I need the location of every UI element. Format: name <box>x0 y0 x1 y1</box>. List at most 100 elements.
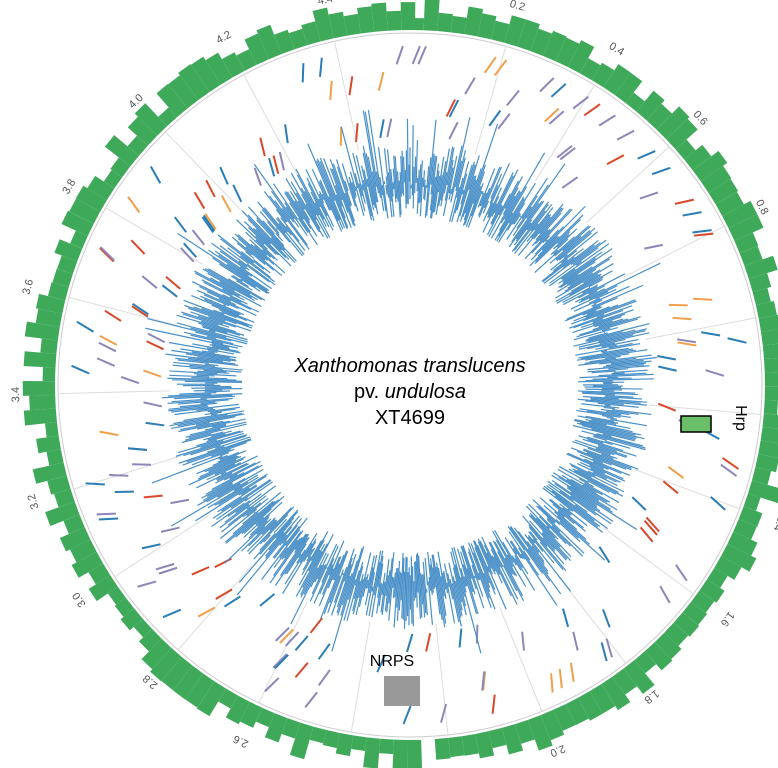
signal <box>448 157 466 223</box>
signal <box>443 571 449 594</box>
feature <box>705 369 725 377</box>
signal <box>256 525 266 535</box>
signal <box>532 498 561 526</box>
signal <box>426 550 433 595</box>
signal <box>546 525 551 529</box>
signal <box>576 349 648 361</box>
signal <box>534 229 549 245</box>
signal <box>285 206 295 220</box>
signal <box>255 228 272 245</box>
signal <box>529 236 560 267</box>
signal <box>351 182 357 197</box>
signal <box>208 268 263 301</box>
signal <box>375 171 382 198</box>
signal <box>212 479 271 519</box>
signal <box>257 201 304 257</box>
signal <box>197 356 231 362</box>
signal <box>480 192 487 207</box>
signal <box>561 250 578 264</box>
feature <box>99 430 119 437</box>
feature <box>264 677 280 693</box>
signal <box>606 416 618 420</box>
signal <box>491 172 514 217</box>
signal <box>203 294 230 307</box>
signal <box>430 153 435 185</box>
gc-bar <box>281 718 301 739</box>
signal <box>275 232 284 242</box>
feature <box>491 694 496 714</box>
gc-bar <box>752 287 771 306</box>
feature <box>158 566 178 575</box>
feature <box>143 401 163 408</box>
grid-line <box>333 41 359 151</box>
feature <box>170 498 190 505</box>
signal <box>592 458 604 464</box>
signal <box>572 239 607 266</box>
signal <box>244 480 275 502</box>
signal <box>586 342 616 350</box>
signal <box>236 242 253 256</box>
signal <box>197 289 239 310</box>
gc-bar <box>70 230 88 249</box>
signal <box>448 155 458 194</box>
signal <box>284 537 310 575</box>
feature <box>120 376 140 385</box>
feature <box>701 331 721 337</box>
gc-bar <box>24 321 60 341</box>
signal <box>167 377 237 381</box>
signal <box>306 177 334 231</box>
feature <box>569 662 575 682</box>
signal <box>209 329 216 333</box>
signal <box>313 558 335 604</box>
signal <box>273 537 301 576</box>
gc-bar <box>691 590 715 613</box>
signal <box>268 532 285 551</box>
signal <box>506 177 548 240</box>
signal <box>275 227 278 231</box>
signal <box>248 519 276 547</box>
gc-bar <box>351 735 367 751</box>
signal <box>321 545 339 583</box>
gc-bar <box>133 618 153 638</box>
gc-bar <box>107 586 126 605</box>
signal <box>494 175 514 214</box>
signal <box>570 447 627 470</box>
signal <box>426 119 437 216</box>
signal <box>362 145 377 209</box>
signal <box>151 455 223 484</box>
feature <box>278 151 285 171</box>
signal <box>535 517 556 539</box>
feature <box>616 129 635 141</box>
signal <box>303 567 319 595</box>
signal <box>491 204 503 225</box>
feature <box>309 617 323 634</box>
gc-bar <box>274 29 295 55</box>
signal <box>558 232 592 261</box>
signal <box>470 182 484 217</box>
signal <box>574 439 627 459</box>
gc-bar <box>225 695 250 725</box>
signal <box>470 543 491 593</box>
signal <box>578 357 637 366</box>
signal <box>552 471 600 501</box>
signal <box>510 525 551 582</box>
signal <box>168 404 208 410</box>
feature <box>149 165 162 184</box>
signal <box>570 291 609 310</box>
feature <box>355 123 359 142</box>
signal <box>246 506 251 510</box>
signal <box>582 438 637 457</box>
signal <box>280 217 300 242</box>
signal <box>181 311 230 328</box>
signal <box>203 483 233 502</box>
signal <box>270 237 297 265</box>
signal <box>467 548 481 580</box>
signal <box>548 484 588 513</box>
signal <box>490 195 516 239</box>
feature <box>71 364 90 375</box>
title-prefix: pv. <box>354 381 379 403</box>
signal <box>437 567 447 616</box>
signal <box>307 143 341 220</box>
gc-bar <box>664 622 689 646</box>
feature <box>76 320 94 333</box>
